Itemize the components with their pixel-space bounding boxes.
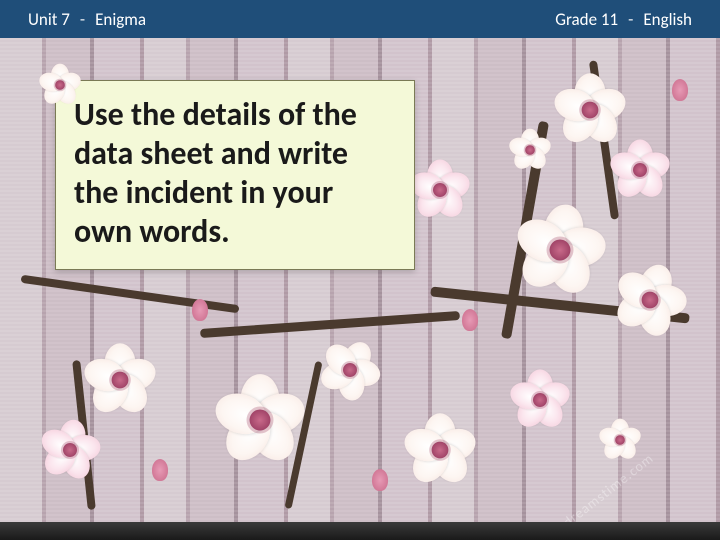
flower <box>320 340 380 400</box>
flower-bud <box>152 459 168 481</box>
flower <box>410 160 470 220</box>
footer-strip <box>0 522 720 540</box>
flower <box>404 414 476 486</box>
flower-bud <box>672 79 688 101</box>
flower-bud <box>372 469 388 491</box>
separator: - <box>628 9 633 30</box>
unit-label: Unit 7 <box>28 9 70 30</box>
grade-label: Grade 11 <box>555 9 618 30</box>
slide: dreamstime.com Unit 7 - Enigma Grade 11 … <box>0 0 720 540</box>
header-right: Grade 11 - English <box>555 9 692 30</box>
flower <box>39 64 81 106</box>
flower <box>509 129 551 171</box>
flower <box>84 344 156 416</box>
unit-title: Enigma <box>95 9 146 30</box>
header-left: Unit 7 - Enigma <box>28 9 146 30</box>
flower <box>599 419 641 461</box>
flower-bud <box>462 309 478 331</box>
separator: - <box>80 9 85 30</box>
flower-bud <box>192 299 208 321</box>
instruction-text: Use the details of the data sheet and wr… <box>74 95 357 251</box>
flower <box>610 140 670 200</box>
header-bar: Unit 7 - Enigma Grade 11 - English <box>0 0 720 38</box>
flower <box>40 420 100 480</box>
flower <box>554 74 626 146</box>
flower <box>515 205 605 295</box>
flower <box>510 370 570 430</box>
subject-label: English <box>643 9 692 30</box>
flower <box>215 375 305 465</box>
flower <box>614 264 686 336</box>
instruction-box: Use the details of the data sheet and wr… <box>55 80 415 270</box>
